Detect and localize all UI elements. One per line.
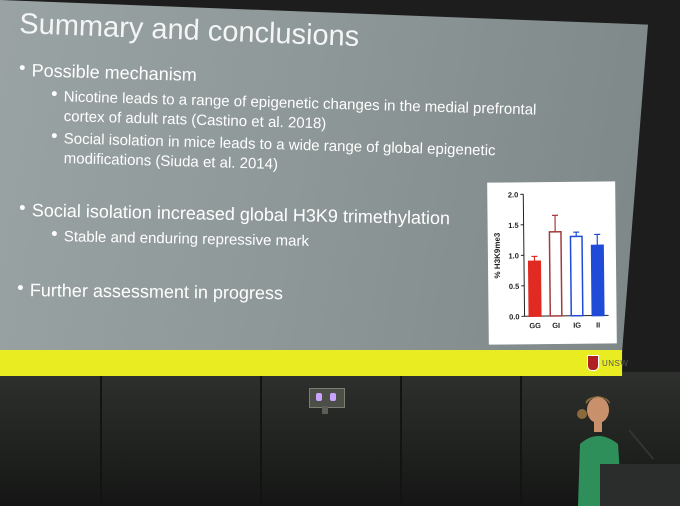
bullet-text: Possible mechanism	[31, 60, 198, 85]
x-tick-label: GG	[529, 321, 541, 330]
logo-text: UNSW	[602, 358, 629, 368]
exit-sign	[309, 388, 345, 408]
bar-gi	[548, 230, 563, 317]
x-tick-label: GI	[552, 321, 560, 330]
presenter-neck	[594, 422, 602, 432]
crest-icon	[587, 355, 599, 371]
y-tick-label: 0.0	[509, 312, 520, 321]
wall-panel-seam	[520, 372, 522, 506]
lamp-icon	[316, 393, 322, 401]
bar-gg	[527, 260, 542, 317]
bar-chart-svg: 0.0 0.5 1.0 1.5 2.0 % H3K9me3 GG GI IG II	[493, 190, 609, 330]
presenter-hair	[585, 396, 610, 404]
x-tick-label: II	[596, 320, 600, 329]
wall-panel-seam	[100, 372, 102, 506]
bullet-text: Further assessment in progress	[29, 280, 284, 304]
bullet-dot-icon	[19, 64, 25, 70]
y-axis-line	[522, 194, 526, 317]
y-tick-label: 1.0	[508, 251, 519, 260]
bar-ii	[590, 244, 605, 317]
bar-ig	[569, 235, 584, 317]
podium	[600, 464, 680, 506]
x-tick-label: IG	[573, 321, 581, 330]
bullet-further-assessment: Further assessment in progress	[17, 280, 284, 304]
slide-footer-bar	[0, 350, 623, 376]
bullet-dot-icon	[17, 284, 23, 290]
bullet-dot-icon	[51, 230, 57, 236]
y-axis-label: % H3K9me3	[493, 232, 502, 278]
bar-chart: 0.0 0.5 1.0 1.5 2.0 % H3K9me3 GG GI IG II	[487, 181, 617, 345]
y-tick-label: 0.5	[509, 282, 520, 291]
lamp-icon	[330, 393, 336, 401]
bullet-dot-icon	[51, 132, 57, 138]
presenter-hair-bun	[577, 409, 587, 419]
wall-panel-seam	[400, 372, 402, 506]
presenter-head	[587, 397, 609, 423]
y-tick-label: 1.5	[508, 221, 519, 230]
bullet-dot-icon	[51, 90, 57, 96]
wall-panel-seam	[260, 372, 262, 506]
bullet-dot-icon	[19, 204, 25, 210]
exit-sign-mount	[322, 406, 328, 414]
unsw-logo: UNSW	[587, 354, 628, 372]
y-tick-label: 2.0	[508, 190, 519, 199]
